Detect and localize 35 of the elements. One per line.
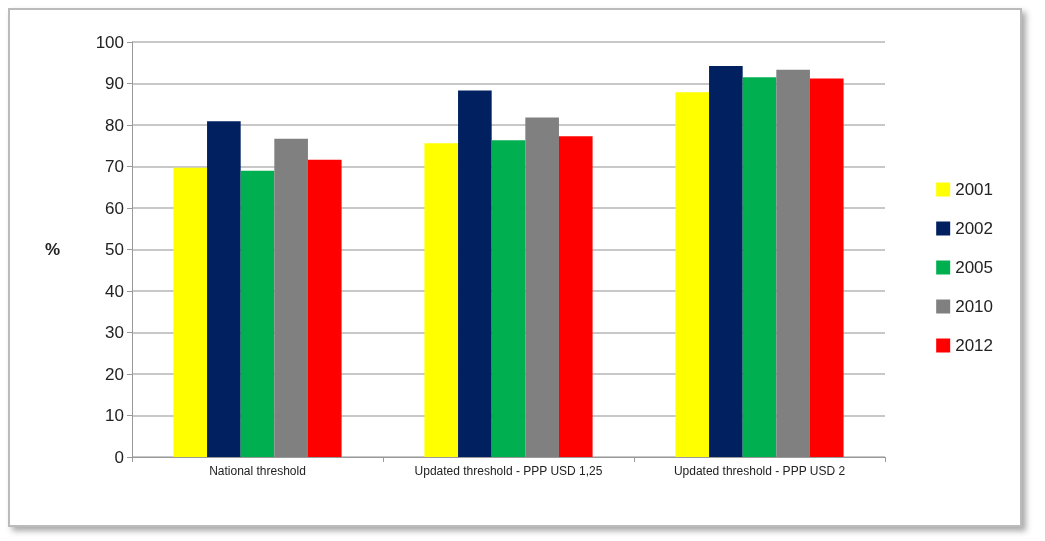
y-tick-label: 100 [95,32,124,52]
bar [776,69,810,457]
y-tick-label: 0 [114,447,124,467]
y-axis-title: % [44,240,60,259]
y-tick-label: 10 [105,406,124,425]
legend-label: 2001 [955,180,994,199]
bar [675,92,710,457]
x-tick-label: National threshold [209,464,306,478]
bar [558,136,593,457]
legend-label: 2012 [955,336,994,355]
y-tick-label: 50 [105,240,124,259]
y-tick-label: 70 [105,157,124,176]
bar [240,170,275,457]
bar [274,138,308,457]
y-tick-label: 60 [105,198,124,218]
y-tick-label: 40 [105,281,124,301]
y-tick-label: 20 [105,364,124,384]
bar [173,167,208,457]
legend-label: 2005 [955,258,994,277]
bar [207,121,241,457]
y-tick-label: 30 [105,323,124,342]
x-tick-label: Updated threshold - PPP USD 2 [673,464,846,478]
bar [491,140,526,457]
bar [307,159,342,457]
bar [424,143,459,457]
legend-label: 2010 [955,297,994,316]
bar [709,66,743,457]
x-tick-label: Updated threshold - PPP USD 1,25 [414,464,603,478]
bar [809,78,844,457]
legend-label: 2002 [955,219,994,238]
bar [525,117,559,457]
y-tick-label: 80 [105,115,124,135]
bar [458,90,492,457]
bar [742,77,777,457]
y-tick-label: 90 [105,74,124,93]
